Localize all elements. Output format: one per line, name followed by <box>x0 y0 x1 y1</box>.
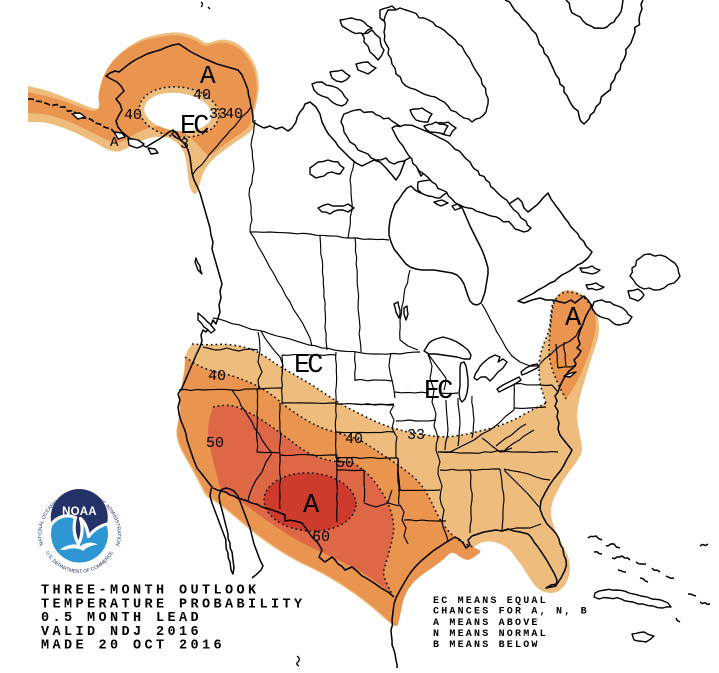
svg-text:33: 33 <box>209 106 227 123</box>
svg-text:A: A <box>200 61 216 91</box>
svg-text:40: 40 <box>193 87 211 104</box>
svg-text:40: 40 <box>345 431 363 448</box>
svg-text:50: 50 <box>206 435 224 452</box>
svg-text:A: A <box>565 304 582 334</box>
svg-text:40: 40 <box>225 106 243 123</box>
svg-text:40: 40 <box>208 368 226 385</box>
svg-text:N MEANS NORMAL: N MEANS NORMAL <box>433 629 548 640</box>
svg-text:A: A <box>303 491 320 521</box>
svg-text:MADE 20 OCT 2016: MADE 20 OCT 2016 <box>41 639 225 654</box>
svg-text:A MEANS ABOVE: A MEANS ABOVE <box>433 618 540 629</box>
svg-text:EC MEANS EQUAL: EC MEANS EQUAL <box>433 596 548 607</box>
svg-text:40: 40 <box>124 107 142 124</box>
svg-text:NOAA: NOAA <box>62 506 97 518</box>
svg-text:TEMPERATURE PROBABILITY: TEMPERATURE PROBABILITY <box>41 597 306 612</box>
svg-text:33: 33 <box>407 427 425 444</box>
svg-text:EC: EC <box>294 351 323 381</box>
svg-text:60: 60 <box>312 529 330 546</box>
svg-text:THREE-MONTH OUTLOOK: THREE-MONTH OUTLOOK <box>41 584 260 599</box>
svg-text:CHANCES FOR A, N, B: CHANCES FOR A, N, B <box>433 607 589 618</box>
svg-text:B MEANS BELOW: B MEANS BELOW <box>433 640 540 651</box>
svg-text:0.5 MONTH LEAD: 0.5 MONTH LEAD <box>41 611 202 626</box>
svg-text:VALID NDJ 2016: VALID NDJ 2016 <box>41 625 202 640</box>
svg-text:A: A <box>110 135 119 151</box>
svg-text:EC: EC <box>424 377 453 407</box>
svg-text:50: 50 <box>336 455 354 472</box>
svg-text:3: 3 <box>180 136 189 153</box>
